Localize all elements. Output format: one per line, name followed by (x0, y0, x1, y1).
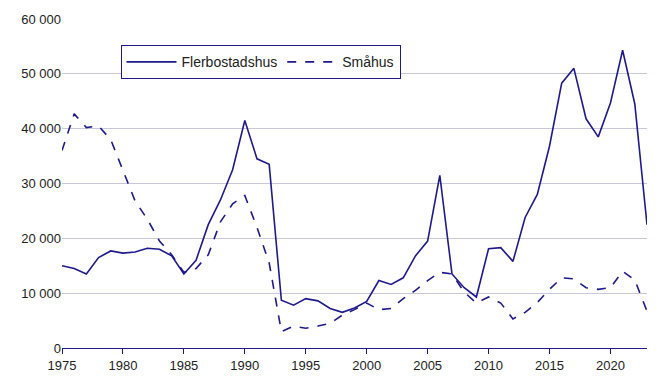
svg-text:30 000: 30 000 (21, 176, 61, 191)
svg-text:Flerbostadshus: Flerbostadshus (182, 54, 278, 70)
svg-text:2000: 2000 (352, 358, 381, 373)
svg-text:1985: 1985 (169, 358, 198, 373)
svg-text:2010: 2010 (474, 358, 503, 373)
svg-text:Småhus: Småhus (342, 54, 393, 70)
svg-text:40 000: 40 000 (21, 121, 61, 136)
svg-text:1975: 1975 (48, 358, 77, 373)
svg-text:20 000: 20 000 (21, 231, 61, 246)
svg-text:2005: 2005 (413, 358, 442, 373)
svg-text:2020: 2020 (596, 358, 625, 373)
svg-text:10 000: 10 000 (21, 286, 61, 301)
svg-text:60 000: 60 000 (21, 12, 61, 27)
svg-text:1990: 1990 (230, 358, 259, 373)
svg-text:0: 0 (54, 341, 61, 356)
svg-text:2015: 2015 (535, 358, 564, 373)
svg-text:1995: 1995 (291, 358, 320, 373)
svg-text:1980: 1980 (108, 358, 137, 373)
svg-text:50 000: 50 000 (21, 66, 61, 81)
